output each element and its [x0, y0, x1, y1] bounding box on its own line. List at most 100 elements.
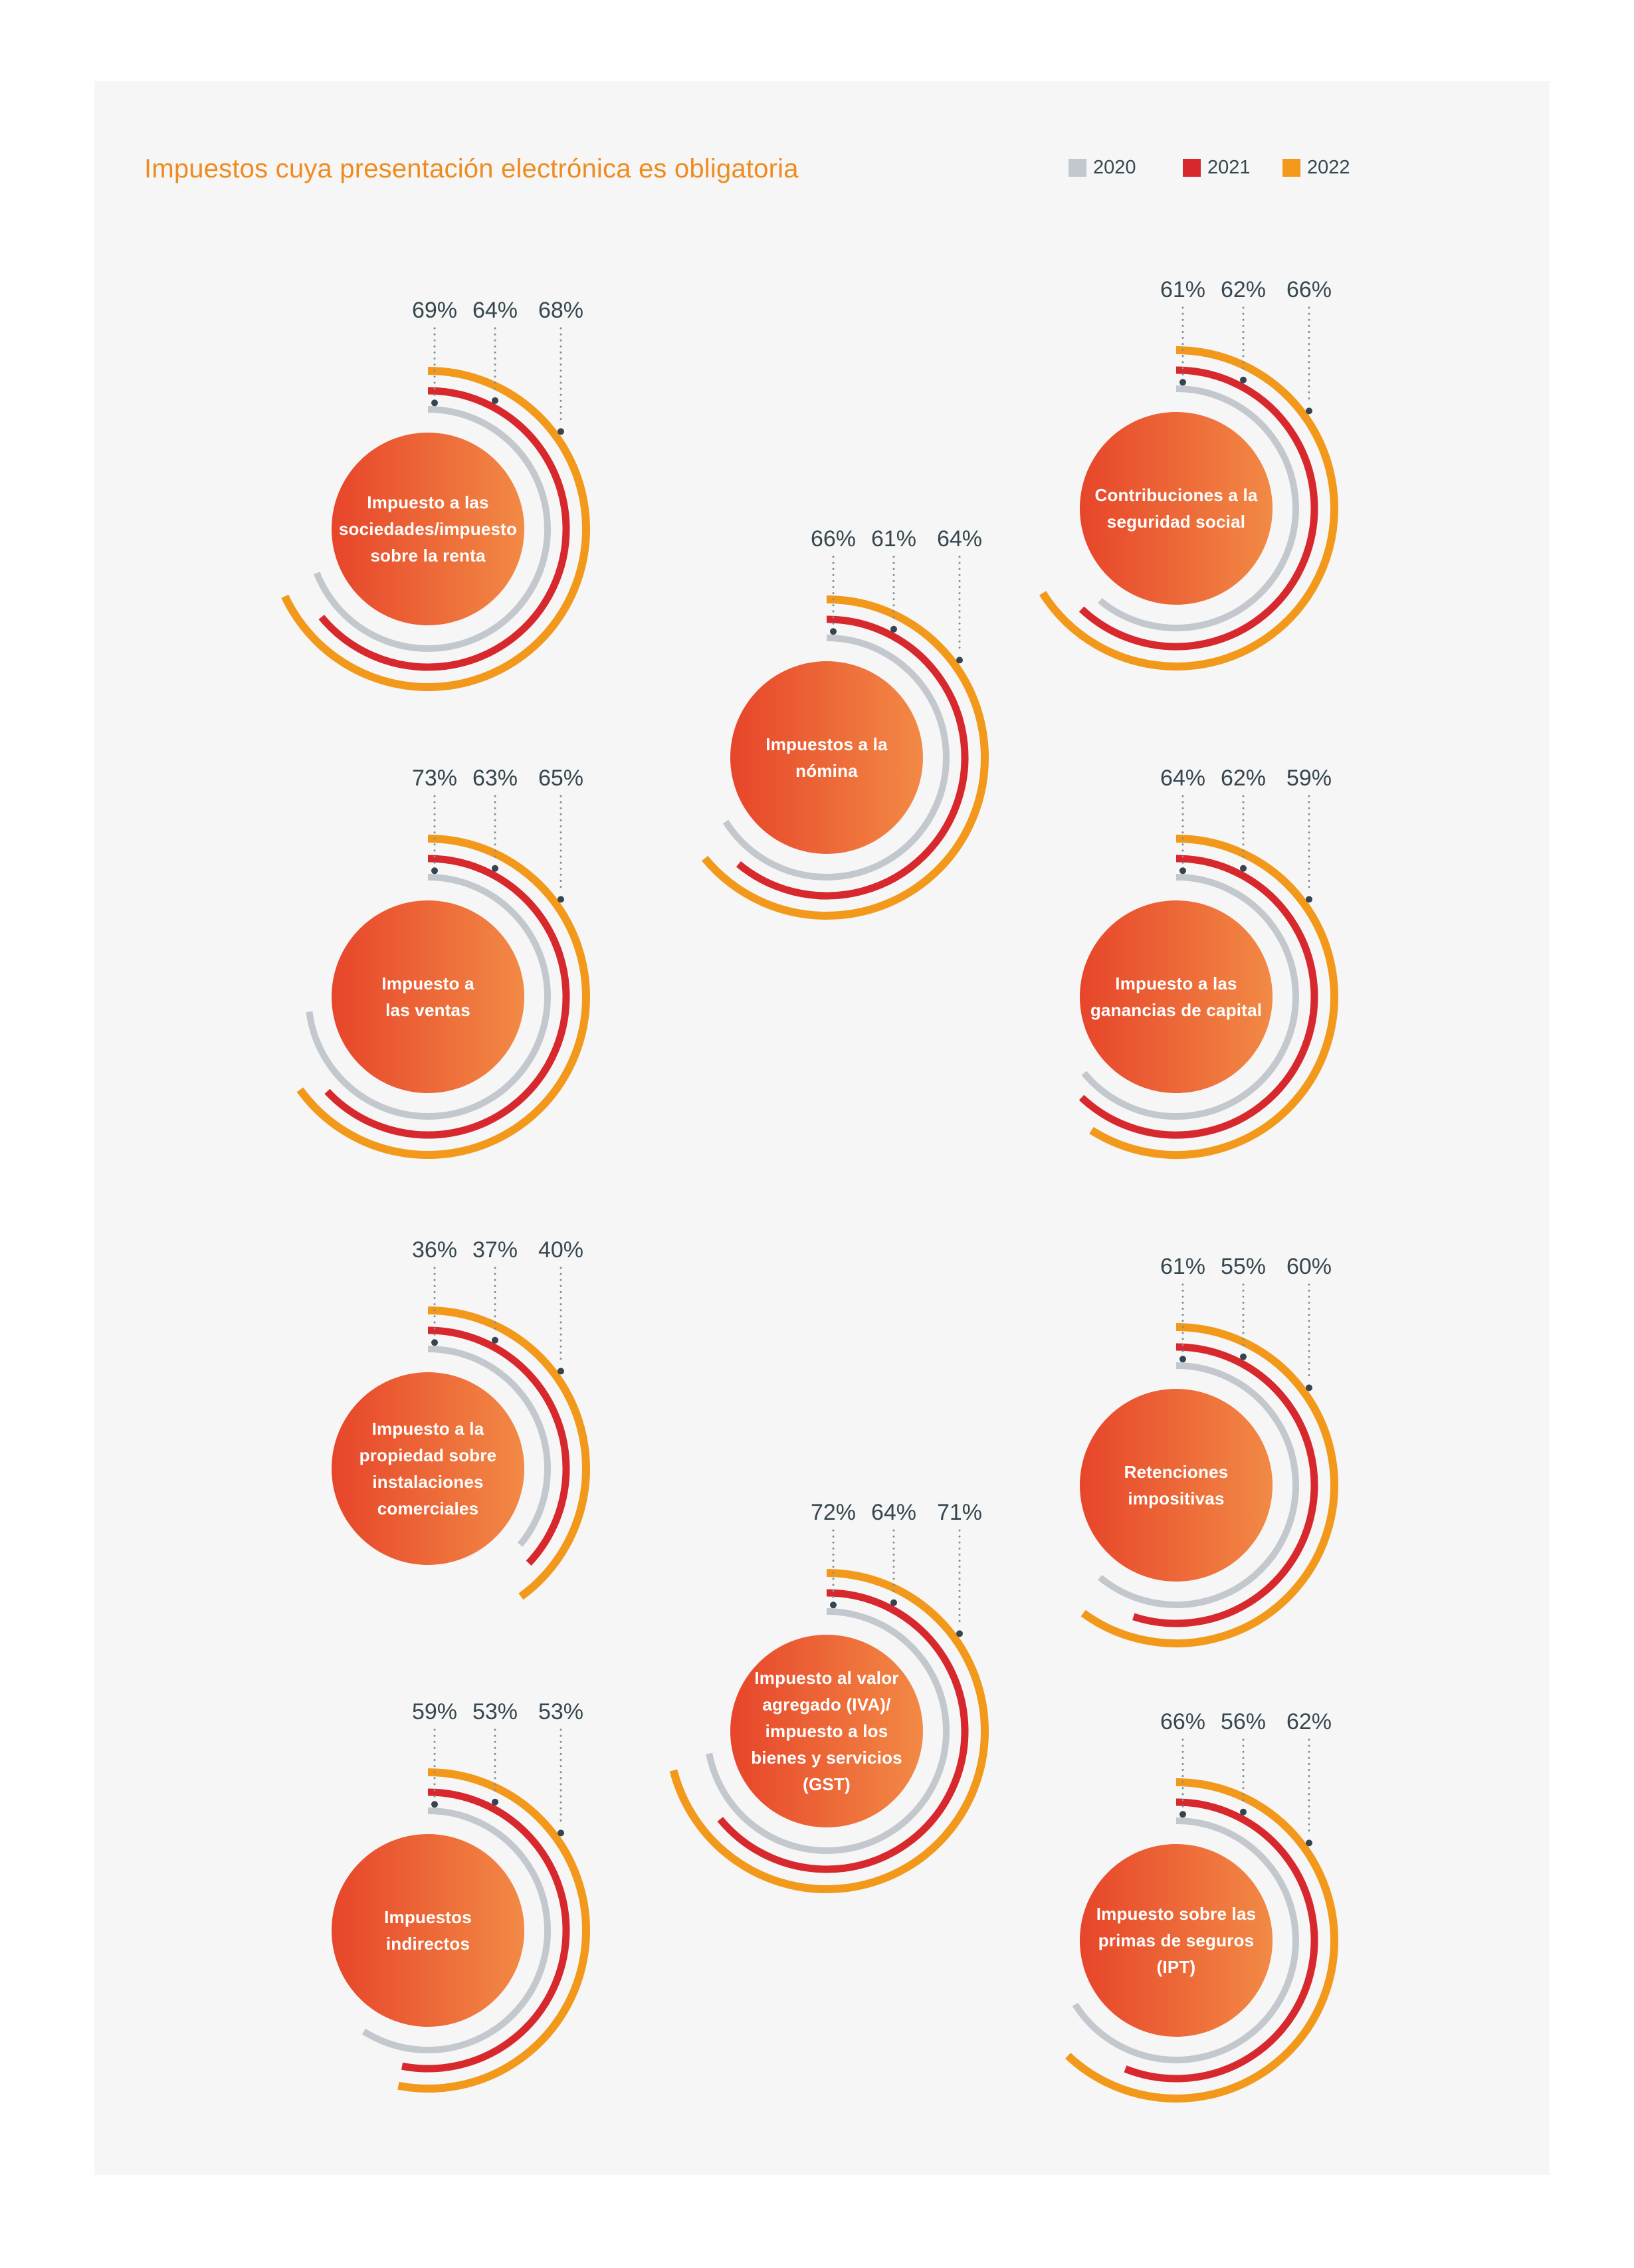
tax-bubble: [332, 433, 524, 625]
value-label-2021: 61%: [871, 526, 916, 552]
arc-2021: [318, 387, 570, 671]
value-label-2021: 56%: [1221, 1709, 1266, 1734]
value-dot-2021: [492, 1336, 498, 1344]
rings-svg: 66% 61% 64%: [702, 526, 989, 920]
value-dot-2021: [1240, 865, 1247, 872]
value-dot-2021: [890, 1599, 897, 1606]
arc-2022: [669, 1569, 989, 1893]
value-label-2021: 64%: [871, 1500, 916, 1525]
arc-2020: [1072, 1817, 1299, 2063]
arc-2022: [1065, 1778, 1338, 2103]
value-label-2022: 71%: [937, 1500, 982, 1525]
value-label-2021: 53%: [472, 1699, 518, 1724]
value-label-2022: 68%: [538, 298, 583, 323]
value-label-2020: 66%: [811, 526, 856, 552]
tax-bubble-label: Impuesto a las sociedades/impuesto sobre…: [338, 492, 518, 566]
arc-2020: [313, 406, 551, 652]
chart-indirect-taxes: 59% 53% 53% Impuestos indirectos: [242, 1685, 614, 2150]
tax-bubble-label: Impuestos indirectos: [384, 1907, 472, 1954]
arc-2020: [361, 1807, 551, 2053]
value-dot-2021: [492, 1798, 498, 1805]
legend-item-2021: 2021: [1183, 157, 1251, 178]
arc-2020: [306, 874, 551, 1120]
tax-bubble: [1080, 1389, 1273, 1582]
value-label-2021: 63%: [472, 766, 518, 791]
value-label-2020: 64%: [1160, 766, 1205, 791]
tax-bubble-label: Impuesto a la propiedad sobre instalacio…: [359, 1419, 497, 1518]
value-dot-2020: [1179, 1356, 1186, 1363]
value-dot-2020: [1179, 867, 1186, 875]
rings-svg: 61% 55% 60%: [1080, 1254, 1338, 1647]
chart-withholding-tax: 61% 55% 60% Retenciones impositivas: [990, 1239, 1362, 1704]
value-dot-2021: [492, 397, 498, 404]
value-label-2022: 40%: [538, 1237, 583, 1263]
tax-bubble: [1080, 412, 1273, 605]
value-dot-2022: [1306, 896, 1312, 903]
legend-label-2020: 2020: [1093, 156, 1136, 178]
legend-swatch-2022: [1282, 158, 1300, 177]
arc-2020: [1081, 874, 1299, 1120]
value-dot-2020: [431, 1339, 438, 1346]
rings-svg: 36% 37% 40%: [332, 1237, 590, 1600]
arc-2020: [1098, 385, 1299, 631]
value-label-2020: 36%: [412, 1237, 457, 1263]
value-label-2022: 53%: [538, 1699, 583, 1724]
arc-2020: [722, 635, 950, 880]
value-label-2020: 61%: [1160, 277, 1205, 302]
arc-2020: [427, 1346, 551, 1547]
value-label-2020: 72%: [811, 1500, 856, 1525]
value-label-2020: 61%: [1160, 1254, 1205, 1279]
value-dot-2021: [1240, 376, 1247, 383]
value-dot-2022: [1306, 1839, 1312, 1847]
arc-2022: [281, 367, 590, 691]
legend-swatch-2021: [1183, 158, 1201, 177]
legend-label-2022: 2022: [1307, 156, 1350, 178]
value-dot-2022: [558, 1829, 564, 1837]
chart-sales-tax: 73% 63% 65% Impuesto a las ventas: [242, 751, 614, 1216]
arc-2022: [1080, 1323, 1338, 1647]
value-label-2021: 37%: [472, 1237, 518, 1263]
tax-bubble-label: Impuesto a las ganancias de capital: [1090, 974, 1263, 1020]
value-dot-2021: [1240, 1808, 1247, 1815]
rings-svg: 64% 62% 59%: [1078, 766, 1338, 1159]
arc-2022: [397, 1768, 590, 2093]
tax-bubble-label: Impuesto a las ventas: [381, 974, 474, 1020]
tax-bubble: [332, 900, 524, 1093]
value-label-2020: 59%: [412, 1699, 457, 1724]
chart-insurance-premium-tax: 66% 56% 62% Impuesto sobre las primas de s…: [990, 1695, 1362, 2160]
arc-2022: [1039, 346, 1338, 670]
tax-bubble-label: Retenciones impositivas: [1124, 1462, 1229, 1508]
value-label-2022: 65%: [538, 766, 583, 791]
legend-item-2022: 2022: [1282, 156, 1350, 178]
tax-bubble: [332, 1834, 524, 2027]
value-dot-2022: [558, 1368, 564, 1375]
value-label-2022: 59%: [1286, 766, 1332, 791]
legend-item-2020: 2020: [1069, 156, 1136, 178]
chart-corporate-income-tax: 69% 64% 68% Impuesto a las sociedades/impu…: [242, 283, 614, 748]
value-dot-2020: [1179, 1811, 1186, 1818]
chart-commercial-property-tax: 36% 37% 40% Impuesto a la propiedad sobre …: [242, 1223, 614, 1688]
arc-2021: [736, 615, 969, 900]
value-dot-2020: [1179, 379, 1186, 386]
value-label-2020: 69%: [412, 298, 457, 323]
arc-2021: [1124, 1798, 1318, 2083]
tax-bubble-label: Impuestos a la nómina: [766, 734, 888, 781]
tax-bubble: [332, 1372, 524, 1565]
tax-bubble: [1080, 1844, 1273, 2037]
value-label-2022: 62%: [1286, 1709, 1332, 1734]
value-dot-2022: [558, 428, 564, 435]
arc-2021: [401, 1788, 570, 2073]
arc-2022: [702, 595, 989, 920]
tax-bubble-label: Impuesto al valor agregado (IVA)/ impues…: [751, 1668, 902, 1794]
rings-svg: 61% 62% 66%: [1039, 277, 1338, 670]
value-dot-2021: [1240, 1353, 1247, 1360]
legend-swatch-2020: [1069, 158, 1086, 177]
chart-social-security: 61% 62% 66% Contribuciones a la seguridad …: [990, 262, 1362, 728]
rings-svg: 59% 53% 53%: [332, 1699, 590, 2093]
value-label-2020: 73%: [412, 766, 457, 791]
value-dot-2021: [492, 865, 498, 872]
chart-payroll-tax: 66% 61% 64% Impuestos a la nómina: [641, 512, 1013, 977]
rings-svg: 73% 63% 65%: [296, 766, 590, 1159]
value-label-2021: 55%: [1221, 1254, 1266, 1279]
value-label-2022: 64%: [937, 526, 982, 552]
